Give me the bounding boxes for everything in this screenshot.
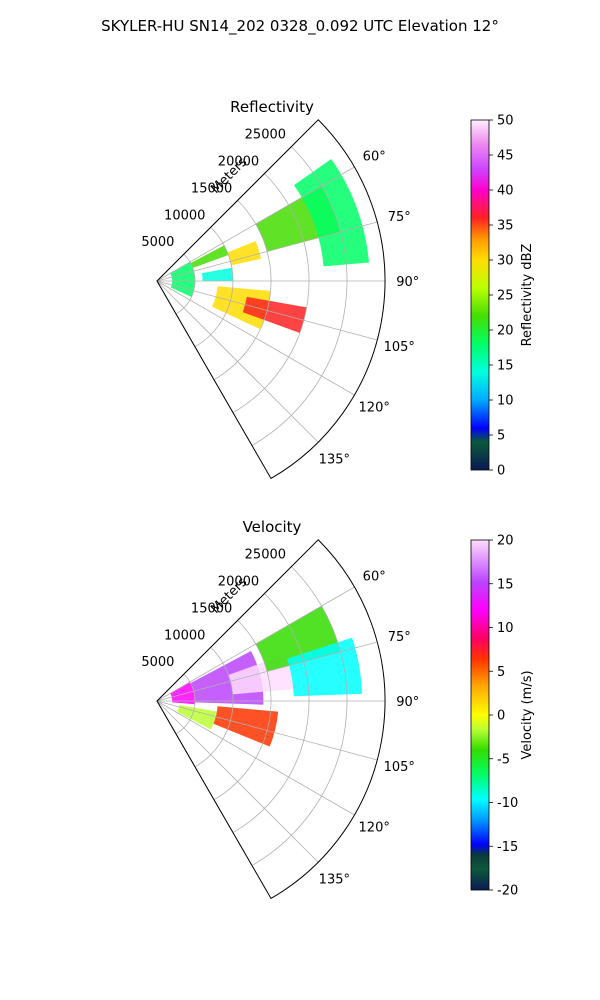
velocity-azimuth-tick-label: 90° <box>396 695 419 710</box>
velocity-colorbar-tick-label: -10 <box>497 796 518 811</box>
figure-title: SKYLER-HU SN14_202 0328_0.092 UTC Elevat… <box>101 17 499 36</box>
reflectivity-colorbar-tick-label: 10 <box>497 394 514 409</box>
velocity-panel: Velocity 5000 10000 15000 20000 25000 60° 75°… <box>141 518 535 900</box>
reflectivity-panel: Reflectivity 5000 10000 15000 20000 25000 60… <box>141 98 535 480</box>
velocity-colorbar-tick-label: 0 <box>497 709 505 724</box>
reflectivity-azimuth-ticks: 60° 75° 90° 105° 120° 135° <box>319 150 420 468</box>
reflectivity-range-ring <box>156 253 196 315</box>
reflectivity-field-region <box>227 241 262 266</box>
reflectivity-field-region <box>170 262 195 298</box>
reflectivity-range-ticks: 5000 10000 15000 20000 25000 <box>141 128 286 250</box>
velocity-colorbar-tick-label: 5 <box>497 665 505 680</box>
reflectivity-grid <box>156 146 385 447</box>
velocity-colorbar-tick-label: -5 <box>497 752 510 767</box>
velocity-range-ring <box>156 619 272 801</box>
velocity-range-ring <box>156 592 310 834</box>
reflectivity-azimuth-spoke <box>156 280 378 341</box>
reflectivity-field-region <box>293 158 369 267</box>
velocity-colorbar-tick-label: -15 <box>497 840 518 855</box>
reflectivity-field-region <box>190 245 229 269</box>
velocity-azimuth-tick-label: 75° <box>388 630 411 645</box>
reflectivity-azimuth-spoke <box>156 166 355 282</box>
reflectivity-colorbar-tick-label: 0 <box>497 464 505 479</box>
velocity-azimuth-ticks: 60° 75° 90° 105° 120° 135° <box>319 570 420 888</box>
reflectivity-colorbar-tick-label: 50 <box>497 114 514 129</box>
velocity-range-tick-label: 20000 <box>218 575 259 590</box>
reflectivity-colorbar-scale <box>470 119 490 471</box>
velocity-colorbar-tick-label: 15 <box>497 577 514 592</box>
reflectivity-range-ring <box>156 199 272 381</box>
reflectivity-azimuth-tick-label: 105° <box>384 340 415 355</box>
velocity-azimuth-tick-label: 60° <box>363 570 386 585</box>
velocity-azimuth-spoke <box>156 700 319 863</box>
velocity-grid <box>156 566 385 867</box>
reflectivity-range-ring <box>156 172 310 414</box>
reflectivity-field-region <box>201 267 233 281</box>
velocity-field-region <box>287 637 363 697</box>
velocity-colorbar-tick-label: 10 <box>497 621 514 636</box>
reflectivity-range-tick-label: 25000 <box>245 128 286 143</box>
reflectivity-colorbar-tick-label: 5 <box>497 429 505 444</box>
reflectivity-azimuth-spoke <box>156 280 319 443</box>
reflectivity-range-ring <box>156 146 348 447</box>
velocity-azimuth-spoke <box>156 586 355 702</box>
velocity-range-tick-label: 10000 <box>164 628 205 643</box>
reflectivity-colorbar-tick-label: 35 <box>497 219 514 234</box>
reflectivity-azimuth-tick-label: 75° <box>388 210 411 225</box>
reflectivity-field <box>170 158 369 333</box>
velocity-azimuth-tick-label: 135° <box>319 872 350 887</box>
reflectivity-frame <box>156 119 386 480</box>
velocity-field <box>170 606 363 747</box>
velocity-colorbar-scale <box>470 539 490 891</box>
velocity-colorbar: -20 -15 -10 -5 0 5 10 15 20 Velocity (m/s) <box>470 534 535 899</box>
reflectivity-range-tick-label: 5000 <box>141 235 174 250</box>
velocity-title: Velocity <box>243 518 302 536</box>
velocity-azimuth-spoke <box>156 641 378 702</box>
reflectivity-azimuth-tick-label: 120° <box>359 400 390 415</box>
reflectivity-title: Reflectivity <box>230 98 314 116</box>
reflectivity-azimuth-tick-label: 90° <box>396 275 419 290</box>
reflectivity-field-region <box>212 286 271 330</box>
velocity-azimuth-spoke <box>156 700 355 816</box>
reflectivity-azimuth-tick-label: 135° <box>319 452 350 467</box>
velocity-range-tick-label: 25000 <box>245 548 286 563</box>
velocity-azimuth-tick-label: 120° <box>359 820 390 835</box>
velocity-range-ring <box>156 673 196 735</box>
reflectivity-colorbar: 0 5 10 15 20 25 30 35 40 45 50 Reflectivity dBZ <box>470 114 535 479</box>
reflectivity-azimuth-spoke <box>156 280 355 396</box>
reflectivity-colorbar-tick-label: 30 <box>497 254 514 269</box>
velocity-range-ring <box>156 566 348 867</box>
reflectivity-range-tick-label: 15000 <box>191 181 232 196</box>
velocity-range-tick-label: 5000 <box>141 655 174 670</box>
velocity-range-ticks: 5000 10000 15000 20000 25000 <box>141 548 286 670</box>
velocity-colorbar-label: Velocity (m/s) <box>520 670 535 759</box>
reflectivity-field-region <box>242 296 307 333</box>
reflectivity-colorbar-tick-label: 40 <box>497 184 514 199</box>
velocity-field-region <box>177 704 217 730</box>
reflectivity-colorbar-tick-label: 15 <box>497 359 514 374</box>
velocity-range-tick-label: 15000 <box>191 601 232 616</box>
velocity-range-ring <box>156 646 234 768</box>
velocity-azimuth-tick-label: 105° <box>384 760 415 775</box>
velocity-colorbar-tick-label: -20 <box>497 884 518 899</box>
reflectivity-range-ring <box>156 226 234 348</box>
reflectivity-colorbar-tick-label: 45 <box>497 149 514 164</box>
reflectivity-azimuth-tick-label: 60° <box>363 150 386 165</box>
velocity-field-region <box>170 682 195 705</box>
reflectivity-range-tick-label: 20000 <box>218 155 259 170</box>
reflectivity-colorbar-tick-label: 25 <box>497 289 514 304</box>
velocity-colorbar-tick-label: 20 <box>497 534 514 549</box>
reflectivity-colorbar-label: Reflectivity dBZ <box>520 244 535 347</box>
reflectivity-range-tick-label: 10000 <box>164 208 205 223</box>
velocity-frame <box>156 539 386 900</box>
velocity-field-region <box>213 706 279 747</box>
reflectivity-colorbar-tick-label: 20 <box>497 324 514 339</box>
velocity-azimuth-spoke <box>156 700 378 761</box>
reflectivity-azimuth-spoke <box>156 221 378 282</box>
